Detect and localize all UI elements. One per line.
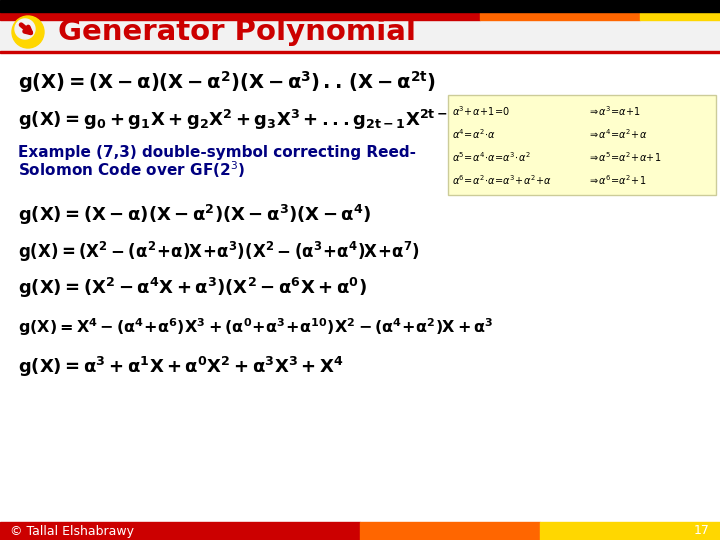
Bar [0,0,720,12]
Text: $\Rightarrow\!\alpha^4\!=\!\alpha^2\!+\!\alpha$: $\Rightarrow\!\alpha^4\!=\!\alpha^2\!+\!… [588,127,647,141]
Text: $\alpha^4\!=\!\alpha^2\!\cdot\!\alpha$: $\alpha^4\!=\!\alpha^2\!\cdot\!\alpha$ [452,127,496,141]
Text: $\alpha^6\!=\!\alpha^2\!\cdot\!\alpha\!=\!\alpha^3\!+\!\alpha^2\!+\!\alpha$: $\alpha^6\!=\!\alpha^2\!\cdot\!\alpha\!=… [452,173,552,187]
Text: $\Rightarrow\!\alpha^5\!=\!\alpha^2\!+\!\alpha\!+\!1$: $\Rightarrow\!\alpha^5\!=\!\alpha^2\!+\!… [588,150,662,164]
Text: 17: 17 [694,524,710,537]
Text: $\mathbf{g(X) = X^4 - (\alpha^4\!+\!\alpha^6)X^3 + (\alpha^0\!+\!\alpha^3\!+\!\a: $\mathbf{g(X) = X^4 - (\alpha^4\!+\!\alp… [18,316,493,338]
Bar [360,522,540,540]
Text: $\mathbf{g(X) = (X - \alpha)(X - \alpha^2)(X - \alpha^3)(X - \alpha^4)}$: $\mathbf{g(X) = (X - \alpha)(X - \alpha^… [18,203,372,227]
Bar [0,51,720,53]
Text: $\mathbf{g(X) = (X^2 - (\alpha^2\!+\!\alpha)X\!+\!\alpha^3)(X^2 - (\alpha^3\!+\!: $\mathbf{g(X) = (X^2 - (\alpha^2\!+\!\al… [18,240,420,264]
Text: Example (7,3) double-symbol correcting Reed-: Example (7,3) double-symbol correcting R… [18,145,416,159]
Text: $\mathbf{g(X) = g_0 + g_1 X + g_2 X^2 + g_3 X^3 + ...g_{2t-1} X^{2t-1} + X^{2t}}: $\mathbf{g(X) = g_0 + g_1 X + g_2 X^2 + … [18,108,511,132]
Bar [540,522,720,540]
Text: $\Rightarrow\!\alpha^3\!=\!\alpha\!+\!1$: $\Rightarrow\!\alpha^3\!=\!\alpha\!+\!1$ [588,104,642,118]
Text: $\mathbf{g(X) = (X^2 - \alpha^4 X + \alpha^3)(X^2 - \alpha^6 X + \alpha^0)}$: $\mathbf{g(X) = (X^2 - \alpha^4 X + \alp… [18,276,366,300]
Text: $\mathbf{g(X) = (X - \alpha)(X - \alpha^2)(X - \alpha^3)\,..\,(X - \alpha^{2t})}: $\mathbf{g(X) = (X - \alpha)(X - \alpha^… [18,69,436,95]
Text: $\alpha^5\!=\!\alpha^4\!\cdot\!\alpha\!=\!\alpha^3\!\cdot\!\alpha^2$: $\alpha^5\!=\!\alpha^4\!\cdot\!\alpha\!=… [452,150,531,164]
Bar [640,12,720,20]
Text: Generator Polynomial: Generator Polynomial [58,18,416,46]
Text: $\Rightarrow\!\alpha^6\!=\!\alpha^2\!+\!1$: $\Rightarrow\!\alpha^6\!=\!\alpha^2\!+\!… [588,173,647,187]
Text: $\mathbf{g(X) = \alpha^3 + \alpha^1 X + \alpha^0 X^2 + \alpha^3 X^3 + X^4}$: $\mathbf{g(X) = \alpha^3 + \alpha^1 X + … [18,355,343,379]
Text: © Tallal Elshabrawy: © Tallal Elshabrawy [10,524,134,537]
Bar [0,12,720,52]
Bar [448,95,716,195]
Text: $\alpha^3\!+\!\alpha\!+\!1\!=\!0$: $\alpha^3\!+\!\alpha\!+\!1\!=\!0$ [452,104,510,118]
Bar [480,12,640,20]
Bar [0,522,360,540]
Circle shape [12,16,44,48]
Bar [0,12,480,20]
Text: Solomon Code over GF(2$^3$): Solomon Code over GF(2$^3$) [18,160,245,180]
Circle shape [15,19,35,39]
